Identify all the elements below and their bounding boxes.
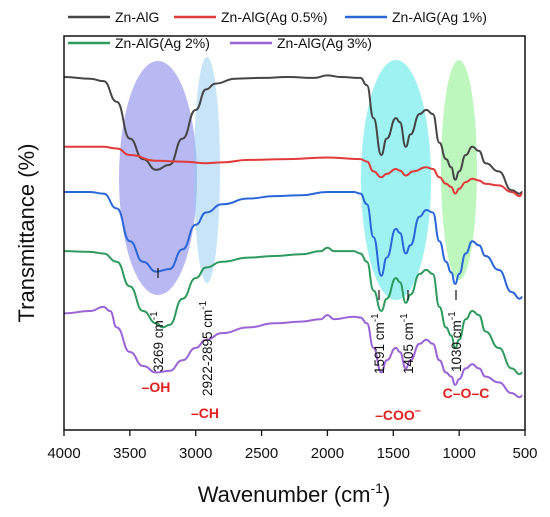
coo-region-ellipse — [361, 60, 431, 300]
x-axis: 4000 3500 3000 2500 2000 1500 1000 500 — [47, 430, 538, 462]
annotation-1030-sup: -1 — [447, 311, 458, 320]
series-line-zn-alg-ag-2 — [64, 246, 523, 376]
legend-label-zn-alg-ag-1: Zn-AlG(Ag 1%) — [392, 9, 487, 25]
legend-label-zn-alg-ag-3: Zn-AlG(Ag 3%) — [277, 35, 372, 51]
series-lines — [64, 74, 523, 399]
series-line-zn-alg-ag-0-5 — [64, 145, 523, 198]
x-axis-title-close: ) — [383, 482, 390, 507]
x-tick-label-3000: 3000 — [179, 445, 212, 462]
group-label-coo-text: –COO — [375, 407, 415, 423]
group-label-coo: –COO– — [375, 405, 421, 423]
coc-region-ellipse — [441, 60, 477, 280]
group-label-coo-sup: – — [415, 405, 421, 417]
annotation-2922-2895-text: 2922-2895 cm — [200, 310, 215, 396]
x-axis-title-text: Wavenumber (cm — [198, 482, 371, 507]
annotation-1405-text: 1405 cm — [401, 322, 416, 374]
legend-label-zn-alg-ag-0-5: Zn-AlG(Ag 0.5%) — [221, 9, 328, 25]
legend: Zn-AlG Zn-AlG(Ag 0.5%) Zn-AlG(Ag 1%) Zn-… — [68, 9, 487, 51]
annotation-1030-text: 1030 cm — [449, 320, 464, 372]
ch-region-ellipse — [194, 57, 220, 283]
x-tick-label-1500: 1500 — [377, 445, 410, 462]
annotation-3269: 3269 cm-1 — [149, 311, 166, 372]
x-tick-label-500: 500 — [512, 445, 537, 462]
x-tick-label-2000: 2000 — [311, 445, 344, 462]
annotation-3269-text: 3269 cm — [151, 320, 166, 372]
x-tick-label-1000: 1000 — [442, 445, 475, 462]
annotation-1405: 1405 cm-1 — [399, 313, 416, 374]
annotation-1030: 1030 cm-1 — [447, 311, 464, 372]
annotation-1405-sup: -1 — [399, 313, 410, 322]
x-axis-title-sup: -1 — [371, 480, 384, 496]
x-axis-title: Wavenumber (cm-1) — [198, 480, 391, 507]
series-line-zn-alg-ag-1 — [64, 190, 523, 300]
group-label-ch: –CH — [191, 405, 219, 421]
legend-label-zn-alg-ag-2: Zn-AlG(Ag 2%) — [115, 35, 210, 51]
annotation-1591-sup: -1 — [370, 313, 381, 322]
oh-region-ellipse — [119, 61, 197, 295]
x-tick-label-2500: 2500 — [245, 445, 278, 462]
annotation-1591-text: 1591 cm — [372, 322, 387, 374]
annotation-2922-2895-sup: -1 — [198, 300, 209, 309]
y-axis-title: Transmittance (%) — [14, 144, 39, 323]
x-tick-label-3500: 3500 — [113, 445, 146, 462]
peak-annotations: 3269 cm-1 2922-2895 cm-1 1591 cm-1 1405 … — [149, 268, 464, 396]
group-label-oh: –OH — [142, 379, 171, 395]
group-label-coc: C–O–C — [443, 385, 490, 401]
series-line-zn-alg-ag-3 — [64, 305, 523, 399]
annotation-3269-sup: -1 — [149, 311, 160, 320]
annotation-2922-2895: 2922-2895 cm-1 — [198, 300, 215, 396]
plot-frame — [63, 35, 526, 431]
highlight-regions — [119, 57, 477, 300]
x-tick-label-4000: 4000 — [47, 445, 80, 462]
legend-label-zn-alg: Zn-AlG — [115, 9, 159, 25]
annotation-1591: 1591 cm-1 — [370, 313, 387, 374]
functional-group-labels: –OH –CH –COO– C–O–C — [142, 379, 490, 423]
series-line-zn-alg — [64, 74, 523, 195]
